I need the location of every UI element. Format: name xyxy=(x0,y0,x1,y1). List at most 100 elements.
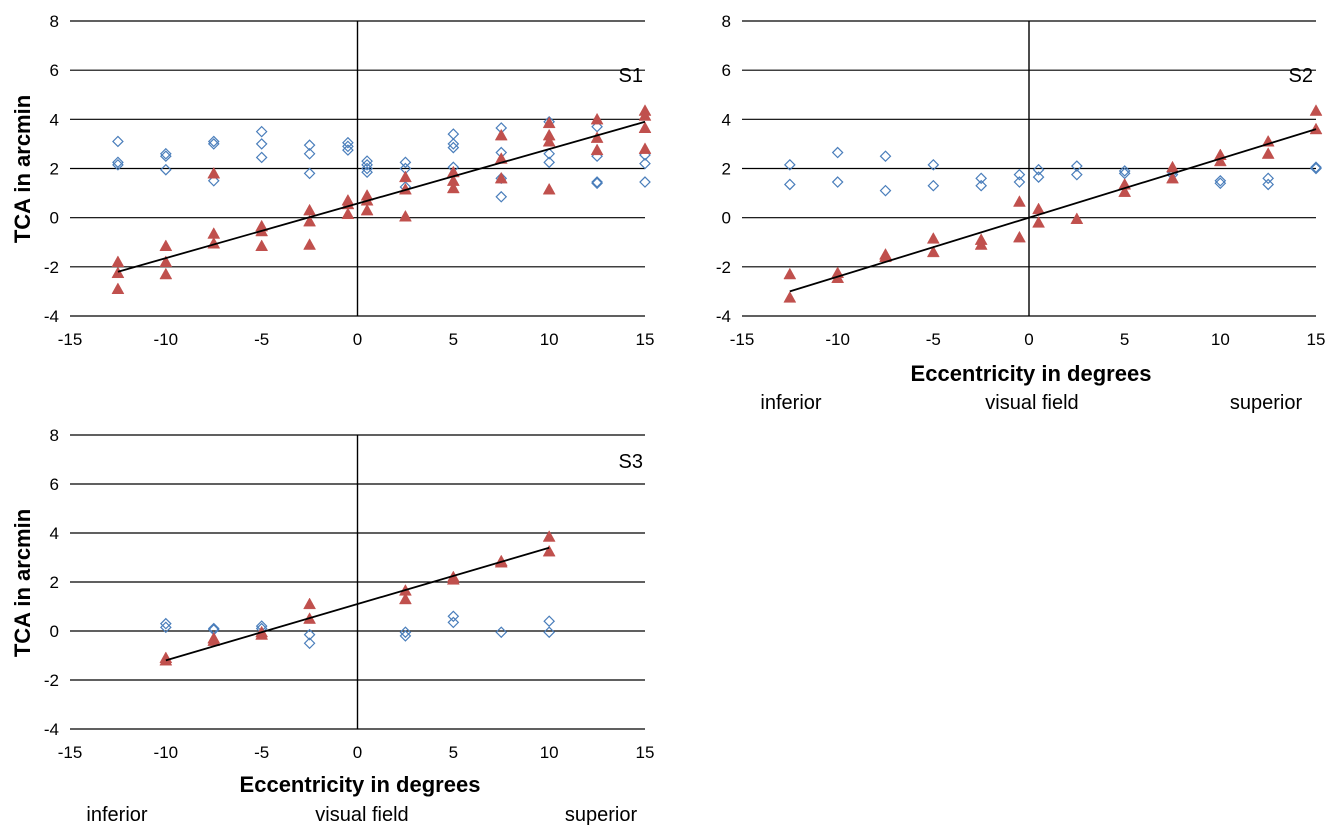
data-point-diamond xyxy=(1034,165,1044,175)
data-point-triangle xyxy=(784,292,796,303)
y-tick-label: 2 xyxy=(50,160,59,179)
data-point-diamond xyxy=(1014,177,1024,187)
data-point-triangle xyxy=(1033,203,1045,214)
y-tick-label: 0 xyxy=(722,209,731,228)
field-label-superior: superior xyxy=(1230,392,1303,414)
field-label-inferior: inferior xyxy=(760,392,821,414)
data-point-triangle xyxy=(399,171,411,182)
data-point-diamond xyxy=(400,157,410,167)
data-point-triangle xyxy=(1013,196,1025,207)
x-tick-label: 5 xyxy=(449,330,458,349)
x-tick-label: 15 xyxy=(636,743,655,762)
data-point-diamond xyxy=(448,139,458,149)
y-tick-label: -4 xyxy=(44,307,59,326)
data-point-diamond xyxy=(1034,172,1044,182)
x-tick-label: 0 xyxy=(1024,330,1033,349)
data-point-diamond xyxy=(833,148,843,158)
x-tick-label: -15 xyxy=(730,330,755,349)
x-tick-label: 15 xyxy=(636,330,655,349)
y-tick-label: 6 xyxy=(722,61,731,80)
y-tick-label: 4 xyxy=(722,110,731,129)
data-point-triangle xyxy=(304,204,316,215)
series-open-diamonds xyxy=(785,148,1321,196)
data-point-triangle xyxy=(1167,161,1179,172)
y-tick-label: 8 xyxy=(50,426,59,445)
data-point-diamond xyxy=(305,168,315,178)
data-point-diamond xyxy=(1263,173,1273,183)
y-tick-label: 0 xyxy=(50,209,59,228)
x-tick-label: 10 xyxy=(540,743,559,762)
data-point-diamond xyxy=(448,617,458,627)
data-point-diamond xyxy=(400,627,410,637)
data-point-diamond xyxy=(544,616,554,626)
data-point-triangle xyxy=(1071,213,1083,224)
y-tick-label: 4 xyxy=(50,110,59,129)
y-axis-title: TCA in arcmin xyxy=(10,95,35,243)
data-point-triangle xyxy=(639,143,651,154)
y-tick-label: 4 xyxy=(50,524,59,543)
y-tick-label: 6 xyxy=(50,475,59,494)
y-tick-label: -2 xyxy=(44,671,59,690)
data-point-diamond xyxy=(400,631,410,641)
data-point-triangle xyxy=(1262,148,1274,159)
data-point-diamond xyxy=(976,181,986,191)
data-point-triangle xyxy=(495,129,507,140)
data-point-diamond xyxy=(1014,170,1024,180)
data-point-triangle xyxy=(160,268,172,279)
data-point-diamond xyxy=(640,177,650,187)
field-label-superior: superior xyxy=(565,804,638,826)
data-point-diamond xyxy=(496,627,506,637)
data-point-triangle xyxy=(543,183,555,194)
data-point-triangle xyxy=(112,256,124,267)
field-label-visual-field: visual field xyxy=(985,392,1078,414)
data-point-triangle xyxy=(112,283,124,294)
x-tick-label: -10 xyxy=(154,330,179,349)
data-point-triangle xyxy=(784,268,796,279)
x-tick-label: -5 xyxy=(926,330,941,349)
y-tick-label: -2 xyxy=(44,258,59,277)
data-point-triangle xyxy=(361,204,373,215)
x-axis-title: Eccentricity in degrees xyxy=(240,772,481,797)
data-point-triangle xyxy=(342,208,354,219)
data-point-diamond xyxy=(343,138,353,148)
data-point-triangle xyxy=(1310,105,1322,116)
data-point-diamond xyxy=(496,192,506,202)
data-point-diamond xyxy=(257,127,267,137)
data-point-triangle xyxy=(112,267,124,278)
plot-area: -4 -2 0 2 4 6 8 -15 -10 -5 0 5 10 15 xyxy=(44,426,655,762)
x-axis-title: Eccentricity in degrees xyxy=(911,361,1152,386)
x-tick-label: -10 xyxy=(825,330,850,349)
x-tick-label: 15 xyxy=(1307,330,1326,349)
data-point-diamond xyxy=(362,156,372,166)
data-point-diamond xyxy=(544,627,554,637)
x-tick-label: -10 xyxy=(154,743,179,762)
data-point-diamond xyxy=(881,186,891,196)
data-point-triangle xyxy=(927,233,939,244)
panel-label: S2 xyxy=(1289,65,1313,87)
data-point-triangle xyxy=(304,598,316,609)
data-point-diamond xyxy=(833,177,843,187)
plot-area: -4 -2 0 2 4 6 8 -15 -10 -5 0 5 10 15 xyxy=(716,12,1326,349)
y-tick-label: -4 xyxy=(716,307,731,326)
x-tick-label: 0 xyxy=(353,743,362,762)
plot-area: -4 -2 0 2 4 6 8 -15 -10 -5 0 5 10 15 xyxy=(44,12,655,349)
data-point-diamond xyxy=(928,181,938,191)
data-point-triangle xyxy=(208,228,220,239)
data-point-diamond xyxy=(161,165,171,175)
data-point-diamond xyxy=(161,619,171,629)
data-point-diamond xyxy=(448,611,458,621)
y-tick-label: 0 xyxy=(50,622,59,641)
data-point-diamond xyxy=(257,152,267,162)
x-tick-label: 10 xyxy=(1211,330,1230,349)
x-tick-label: -5 xyxy=(254,743,269,762)
data-point-diamond xyxy=(1263,179,1273,189)
series-filled-triangles xyxy=(112,105,651,294)
data-point-triangle xyxy=(160,240,172,251)
data-point-diamond xyxy=(448,143,458,153)
panel-s1: -4 -2 0 2 4 6 8 -15 -10 -5 0 5 10 15 TCA in arcmin S1 xyxy=(10,12,654,349)
data-point-diamond xyxy=(785,179,795,189)
x-tick-label: -15 xyxy=(58,330,83,349)
data-point-diamond xyxy=(448,129,458,139)
series-filled-triangles xyxy=(784,105,1322,303)
panel-s2: -4 -2 0 2 4 6 8 -15 -10 -5 0 5 10 15 S2 Eccentricity … xyxy=(716,12,1326,414)
